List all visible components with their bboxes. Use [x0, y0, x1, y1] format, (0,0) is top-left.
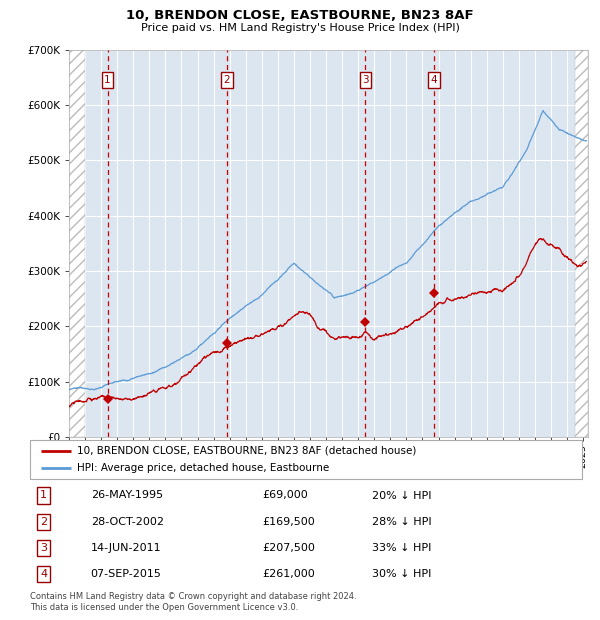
FancyBboxPatch shape [30, 440, 582, 479]
Text: 10, BRENDON CLOSE, EASTBOURNE, BN23 8AF (detached house): 10, BRENDON CLOSE, EASTBOURNE, BN23 8AF … [77, 446, 416, 456]
Text: This data is licensed under the Open Government Licence v3.0.: This data is licensed under the Open Gov… [30, 603, 298, 612]
Text: 26-MAY-1995: 26-MAY-1995 [91, 490, 163, 500]
Text: 20% ↓ HPI: 20% ↓ HPI [372, 490, 432, 500]
Text: 3: 3 [40, 542, 47, 553]
Text: 4: 4 [430, 75, 437, 85]
Text: 07-SEP-2015: 07-SEP-2015 [91, 569, 161, 579]
Text: 1: 1 [104, 75, 111, 85]
Text: 1: 1 [40, 490, 47, 500]
Text: £207,500: £207,500 [262, 542, 315, 553]
Text: £69,000: £69,000 [262, 490, 308, 500]
Text: 28-OCT-2002: 28-OCT-2002 [91, 516, 164, 526]
Text: £261,000: £261,000 [262, 569, 314, 579]
Bar [69, 50, 85, 437]
Text: 28% ↓ HPI: 28% ↓ HPI [372, 516, 432, 526]
Text: 4: 4 [40, 569, 47, 579]
Text: 2: 2 [224, 75, 230, 85]
Text: 3: 3 [362, 75, 369, 85]
Text: 30% ↓ HPI: 30% ↓ HPI [372, 569, 431, 579]
Text: HPI: Average price, detached house, Eastbourne: HPI: Average price, detached house, East… [77, 463, 329, 473]
Text: £169,500: £169,500 [262, 516, 314, 526]
Bar [575, 50, 588, 437]
Text: 10, BRENDON CLOSE, EASTBOURNE, BN23 8AF: 10, BRENDON CLOSE, EASTBOURNE, BN23 8AF [126, 9, 474, 22]
Text: Contains HM Land Registry data © Crown copyright and database right 2024.: Contains HM Land Registry data © Crown c… [30, 592, 356, 601]
Text: 14-JUN-2011: 14-JUN-2011 [91, 542, 161, 553]
Text: 2: 2 [40, 516, 47, 526]
Text: Price paid vs. HM Land Registry's House Price Index (HPI): Price paid vs. HM Land Registry's House … [140, 23, 460, 33]
Text: 33% ↓ HPI: 33% ↓ HPI [372, 542, 431, 553]
